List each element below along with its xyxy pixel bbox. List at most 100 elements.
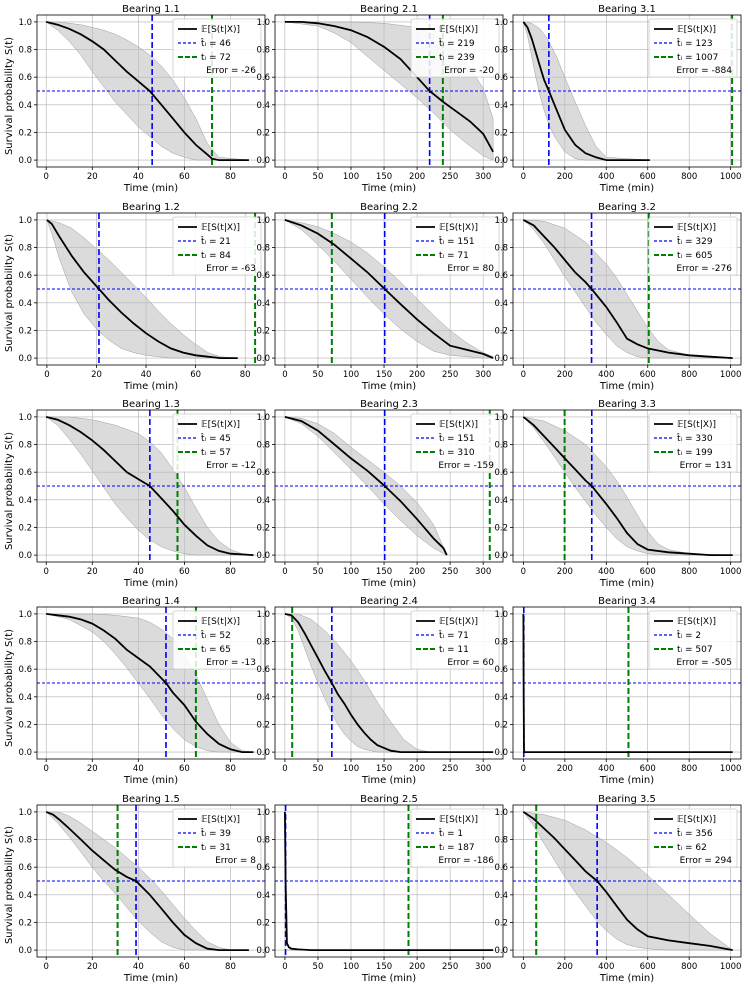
x-tick-label: 40 [133,764,144,774]
y-axis-label-row-1: Survival probability S(t) [4,37,15,155]
uncertainty-band [46,219,238,359]
y-axis-label-row-2: Survival probability S(t) [4,234,15,352]
x-tick-label: 600 [640,567,656,577]
x-tick-label: 0 [44,567,49,577]
y-tick-label: 0.2 [494,128,508,138]
legend-error-label: Error = 294 [680,856,733,866]
y-tick-label: 0.4 [494,693,508,703]
y-tick-label: 0.8 [18,441,32,451]
legend-true-label: tᵢ = 605 [677,251,713,261]
legend-box [410,610,500,670]
y-tick-label: 0.2 [256,128,270,138]
x-tick-label: 250 [442,172,458,182]
x-axis-label: Time (min) [361,381,416,392]
plot-area [37,15,265,167]
x-tick-label: 80 [225,962,236,972]
y-tick-label: 0.2 [18,918,32,928]
y-tick-label: 0.6 [494,665,508,675]
x-tick-label: 1000 [720,172,742,182]
x-tick-label: 200 [557,764,573,774]
plot-area [275,410,503,562]
x-tick-label: 20 [87,172,98,182]
mean-survival-line [284,811,494,951]
y-tick-label: 0.4 [18,891,32,901]
legend-box [172,18,262,78]
panel-title: Bearing 1.4 [122,596,180,607]
x-tick-label: 20 [91,370,102,380]
plot-area [37,410,265,562]
y-tick-label: 0.6 [256,73,270,83]
y-tick-label: 0.4 [256,891,270,901]
y-tick-label: 0.6 [256,468,270,478]
x-tick-label: 0 [282,567,287,577]
legend-pred-label: t̂ᵢ = 123 [676,37,712,49]
y-tick-label: 1.0 [494,610,508,620]
panel-5: 0 50 100 150 200 250 300 0.0 0.2 0.4 0.6 0.8 1.0 Bear… [256,202,504,392]
x-tick-label: 600 [640,172,656,182]
x-axis-label: Time (min) [361,775,416,786]
x-tick-label: 50 [313,567,324,577]
x-axis-label: Time (min) [599,973,654,984]
y-tick-label: 0.0 [256,748,270,758]
axes-frame [512,212,742,366]
panel-title: Bearing 3.3 [598,399,656,410]
x-axis-label: Time (min) [599,183,654,194]
y-tick-label: 0.6 [494,468,508,478]
x-tick-label: 0 [44,962,49,972]
legend-pred-label: t̂ᵢ = 151 [438,432,474,444]
y-tick-label: 0.0 [18,551,32,561]
mean-survival-line [522,219,733,359]
x-axis-label: Time (min) [599,775,654,786]
x-tick-label: 80 [225,764,236,774]
legend-box [648,610,738,670]
legend-mean-label: 𝔼[S(t|X)] [677,420,716,430]
x-axis-label: Time (min) [361,183,416,194]
legend-true-label: tᵢ = 72 [201,53,231,63]
legend-error-label: Error = -276 [676,264,732,274]
plot-area [513,15,741,167]
axes-frame [274,606,504,760]
y-tick-label: 0.4 [494,299,508,309]
x-tick-label: 800 [681,764,697,774]
panel-title: Bearing 1.2 [122,202,180,213]
y-tick-label: 1.0 [494,413,508,423]
x-tick-label: 0 [44,764,49,774]
legend-pred-label: t̂ᵢ = 219 [438,37,474,49]
x-tick-label: 250 [442,962,458,972]
y-tick-label: 1.0 [256,216,270,226]
legend-true-label: tᵢ = 310 [439,448,475,458]
legend-error-label: Error = 131 [680,461,732,471]
legend-error-label: Error = -159 [438,461,494,471]
x-tick-label: 1000 [720,962,742,972]
y-tick-label: 0.2 [18,326,32,336]
y-tick-label: 0.2 [18,128,32,138]
x-tick-label: 100 [343,370,359,380]
y-tick-label: 0.2 [494,720,508,730]
x-tick-label: 300 [475,370,491,380]
y-tick-label: 0.2 [256,523,270,533]
y-tick-label: 0.4 [18,693,32,703]
legend-box [648,808,738,868]
legend-true-label: tᵢ = 187 [439,843,475,853]
y-tick-label: 0.0 [18,354,32,364]
axes-frame [512,14,742,168]
axes-frame [274,212,504,366]
panel-9: 0 200 400 600 800 1000 0.0 0.2 0.4 0.6 0.8 1.0 Beari… [494,399,741,589]
y-tick-label: 0.6 [256,863,270,873]
x-tick-label: 100 [343,567,359,577]
y-tick-label: 0.4 [256,693,270,703]
x-tick-label: 0 [44,370,49,380]
legend-mean-label: 𝔼[S(t|X)] [677,25,716,35]
y-tick-label: 0.4 [18,101,32,111]
legend-error-label: Error = -20 [444,66,494,76]
x-tick-label: 200 [557,567,573,577]
x-tick-label: 0 [521,370,526,380]
legend-box [648,18,738,78]
x-tick-label: 400 [598,962,614,972]
legend-box [648,216,738,276]
y-tick-label: 0.0 [494,156,508,166]
legend-pred-label: t̂ᵢ = 71 [438,629,468,641]
x-tick-label: 150 [376,567,392,577]
panel-11: 0 50 100 150 200 250 300 0.0 0.2 0.4 0.6 0.8 1.0 Bear… [256,596,504,786]
